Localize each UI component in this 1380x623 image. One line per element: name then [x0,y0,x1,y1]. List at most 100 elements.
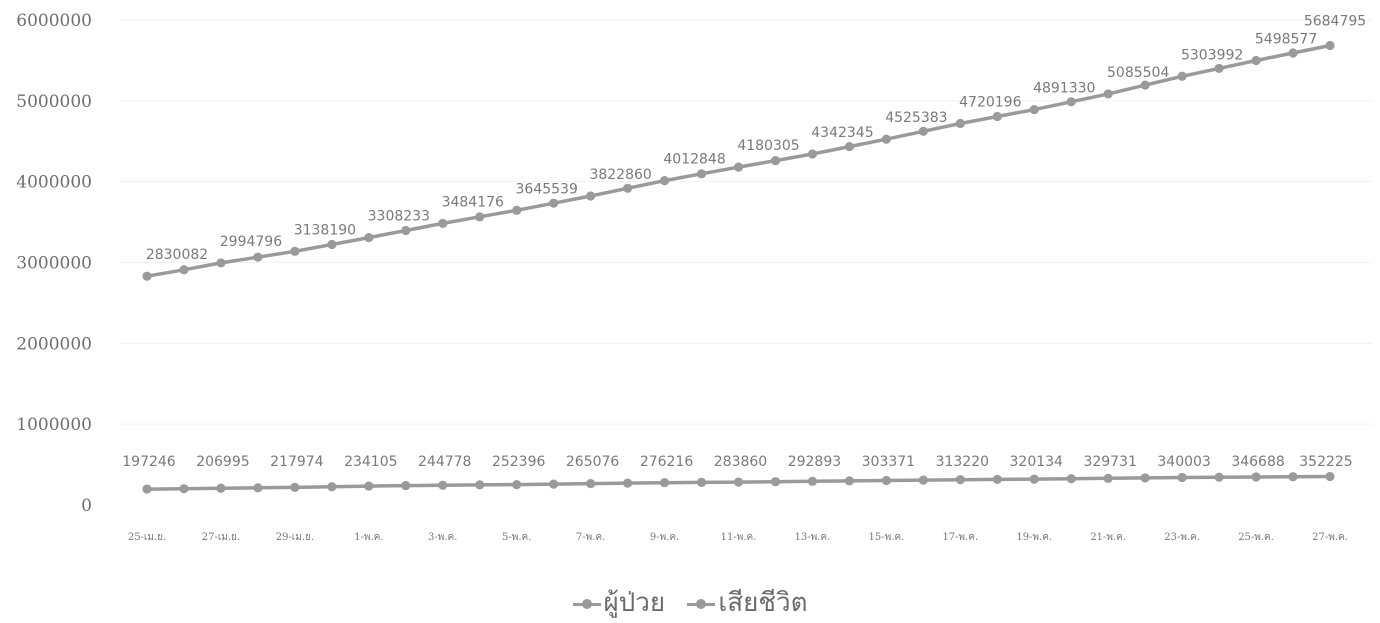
data-point [992,474,1002,485]
x-tick-label: 19-พ.ค. [1016,532,1052,543]
data-label: 2830082 [146,247,208,263]
data-point [1251,55,1261,66]
data-point [1029,105,1039,115]
y-tick-label: 2000000 [16,334,92,354]
data-point [918,475,928,485]
data-point [327,482,337,492]
data-label: 5303992 [1181,47,1243,63]
data-point [696,169,707,179]
data-point [1325,40,1335,51]
data-label: 5085504 [1107,65,1169,81]
data-point [770,155,781,166]
y-tick-label: 3000000 [16,254,92,274]
y-axis: 6000000 5000000 4000000 3000000 2000000 10000… [16,11,92,516]
data-point [733,162,744,172]
y-tick-label: 1000000 [16,415,92,435]
data-point [622,183,633,193]
data-point [179,484,189,494]
data-point [1103,89,1113,99]
x-tick-label: 15-พ.ค. [869,532,905,543]
legend-label-cases: ผู้ป่วย [603,588,666,618]
data-point [216,258,226,268]
data-point [364,481,374,491]
legend-label-deaths: เสียชีวิต [718,588,808,618]
data-point [179,265,189,275]
x-tick-label: 3-พ.ค. [428,532,457,543]
data-point [142,484,152,494]
data-point [1251,472,1261,482]
data-point [549,479,559,489]
data-point [992,111,1002,122]
data-label: 5684795 [1304,13,1366,29]
data-point [733,477,744,487]
data-point [290,246,300,256]
series-group [142,40,1335,494]
legend: ผู้ป่วย เสียชีวิต [0,582,1380,623]
gridlines [120,19,1372,425]
data-label: 234105 [344,454,397,470]
data-point [1177,71,1187,81]
data-point [1214,63,1224,74]
data-point [1177,472,1187,483]
data-point [401,225,411,236]
x-tick-label: 11-พ.ค. [721,532,757,543]
data-point [364,232,374,243]
data-point [475,480,485,490]
data-label: 4342345 [811,125,873,141]
x-tick-label: 25-พ.ค. [1238,532,1274,543]
data-point [512,205,522,215]
data-label: 3484176 [442,194,504,210]
data-label: 340003 [1157,454,1210,470]
data-point [142,271,152,281]
data-label: 4012848 [663,152,725,168]
x-tick-label: 13-พ.ค. [795,532,831,543]
data-point [1140,473,1150,483]
data-label: 4180305 [737,138,799,154]
data-point [438,218,448,228]
legend-item-deaths[interactable]: เสียชีวิต [687,582,807,623]
data-label: 329731 [1083,454,1136,470]
x-axis: 25-เม.ย. 27-เม.ย. 29-เม.ย. 1-พ.ค. 3-พ.ค. 5-พ.… [128,532,1348,543]
data-label: 352225 [1299,454,1352,470]
data-point [586,191,596,201]
y-tick-label: 4000000 [16,173,92,193]
data-point [955,118,965,129]
data-point [1325,471,1335,482]
data-label: 283860 [714,454,767,470]
data-point [1029,474,1039,484]
data-label: 276216 [640,454,694,470]
data-point [881,134,891,144]
legend-item-cases[interactable]: ผู้ป่วย [572,582,666,623]
data-point [475,212,485,222]
x-tick-label: 17-พ.ค. [942,532,978,543]
data-label: 346688 [1231,454,1284,470]
data-point [659,176,670,186]
data-label: 206995 [196,454,249,470]
data-label: 3645539 [516,181,578,197]
data-label: 4525383 [885,110,947,126]
data-point [438,480,448,490]
x-tick-label: 1-พ.ค. [354,532,383,543]
data-label: 3308233 [368,209,430,225]
data-label: 197246 [122,454,176,470]
x-tick-label: 27-พ.ค. [1312,532,1348,543]
data-point [844,476,855,486]
x-tick-label: 9-พ.ค. [650,532,679,543]
data-label: 244778 [418,454,471,470]
data-point [1288,472,1298,482]
y-tick-label: 5000000 [16,92,92,112]
data-label: 4720196 [959,94,1021,110]
data-label: 5498577 [1255,32,1317,48]
data-point [696,477,707,487]
x-tick-label: 29-เม.ย. [276,532,314,543]
data-point [512,479,522,490]
data-point [290,482,300,492]
data-point [1288,48,1298,58]
data-point [216,483,226,493]
data-point [327,239,337,250]
y-tick-label: 0 [81,496,92,516]
data-point [586,478,596,489]
data-label: 252396 [492,454,546,470]
y-tick-label: 6000000 [16,11,92,31]
data-point [549,198,559,208]
